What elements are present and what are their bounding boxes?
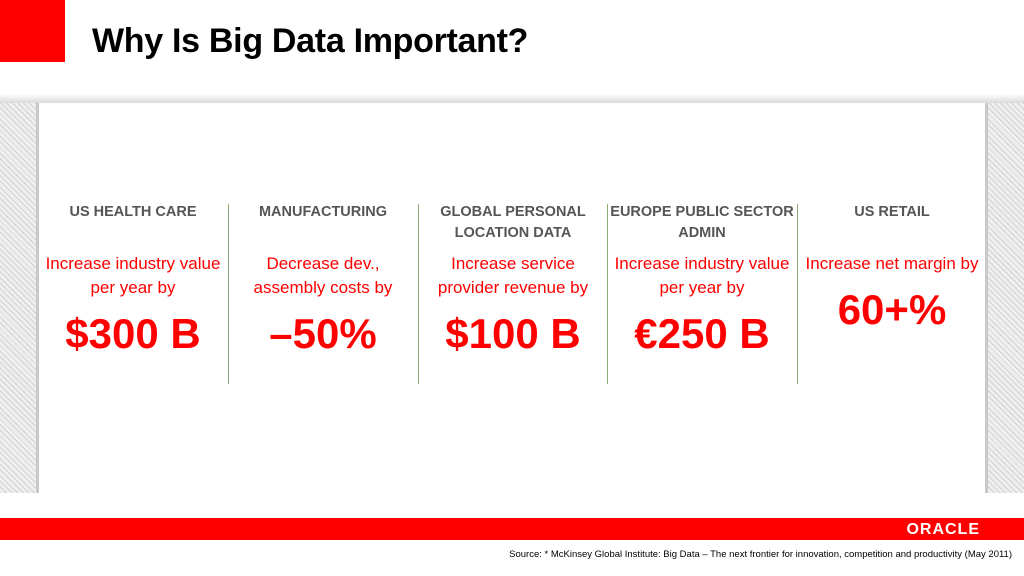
column-heading: US HEALTH CARE bbox=[69, 204, 197, 220]
column-heading: US RETAIL bbox=[854, 204, 930, 220]
red-corner-block bbox=[0, 0, 65, 62]
content-panel: US HEALTH CARE Increase industry value p… bbox=[39, 103, 985, 493]
column-value: $300 B bbox=[65, 310, 201, 357]
column-divider bbox=[797, 204, 798, 384]
column-description: Increase service provider revenue by bbox=[437, 254, 589, 297]
column-heading: EUROPE PUBLIC SECTOR ADMIN bbox=[610, 204, 794, 241]
column-heading: GLOBAL PERSONAL LOCATION DATA bbox=[440, 204, 586, 241]
title-separator-shadow bbox=[0, 94, 1024, 104]
column-divider bbox=[228, 204, 229, 384]
column-value: €250 B bbox=[634, 310, 770, 357]
column-divider bbox=[418, 204, 419, 384]
column-us-health-care: US HEALTH CARE Increase industry value p… bbox=[39, 202, 227, 358]
column-europe-public-sector-admin: EUROPE PUBLIC SECTOR ADMIN Increase indu… bbox=[608, 202, 796, 358]
column-value: $100 B bbox=[445, 310, 581, 357]
left-hatched-border bbox=[0, 103, 39, 493]
column-heading: MANUFACTURING bbox=[258, 204, 388, 220]
column-description: Increase industry value per year by bbox=[45, 254, 221, 297]
page-title: Why Is Big Data Important? bbox=[92, 22, 529, 60]
right-hatched-border bbox=[985, 103, 1024, 493]
column-global-personal-location-data: GLOBAL PERSONAL LOCATION DATA Increase s… bbox=[419, 202, 607, 358]
column-description: Increase industry value per year by bbox=[614, 254, 790, 297]
column-divider bbox=[607, 204, 608, 384]
oracle-logo: ORACLE bbox=[906, 521, 980, 538]
column-description: Decrease dev., assembly costs by bbox=[253, 254, 393, 297]
column-value: –50% bbox=[269, 310, 377, 357]
footer-bar: ORACLE bbox=[0, 518, 1024, 540]
source-citation: Source: * McKinsey Global Institute: Big… bbox=[509, 549, 1012, 560]
column-description: Increase net margin by bbox=[805, 254, 979, 273]
column-manufacturing: MANUFACTURING Decrease dev., assembly co… bbox=[229, 202, 417, 358]
column-value: 60+% bbox=[837, 286, 947, 333]
column-us-retail: US RETAIL Increase net margin by 60+% bbox=[798, 202, 986, 334]
